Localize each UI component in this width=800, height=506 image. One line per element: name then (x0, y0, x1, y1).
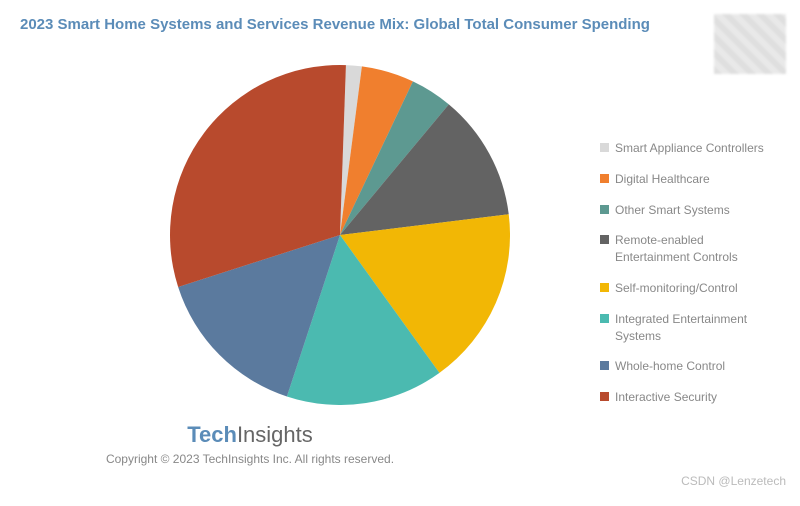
brand-tech: Tech (187, 422, 237, 447)
legend-item: Interactive Security (600, 389, 770, 406)
legend-label: Smart Appliance Controllers (615, 140, 764, 157)
brand-insights: Insights (237, 422, 313, 447)
copyright-text: Copyright © 2023 TechInsights Inc. All r… (0, 452, 500, 466)
legend-label: Remote-enabled Entertainment Controls (615, 232, 770, 266)
legend-item: Remote-enabled Entertainment Controls (600, 232, 770, 266)
legend-label: Other Smart Systems (615, 202, 730, 219)
legend-item: Integrated Entertainment Systems (600, 311, 770, 345)
watermark: CSDN @Lenzetech (681, 474, 786, 488)
legend-item: Other Smart Systems (600, 202, 770, 219)
legend: Smart Appliance Controllers Digital Healt… (600, 140, 770, 420)
brand-logo: TechInsights (0, 422, 500, 448)
legend-label: Whole-home Control (615, 358, 725, 375)
legend-label: Digital Healthcare (615, 171, 710, 188)
legend-marker (600, 174, 609, 183)
obscured-block (714, 14, 786, 74)
legend-label: Integrated Entertainment Systems (615, 311, 770, 345)
legend-marker (600, 143, 609, 152)
legend-label: Self-monitoring/Control (615, 280, 738, 297)
legend-item: Smart Appliance Controllers (600, 140, 770, 157)
legend-marker (600, 392, 609, 401)
footer: TechInsights Copyright © 2023 TechInsigh… (0, 422, 500, 466)
chart-title: 2023 Smart Home Systems and Services Rev… (0, 0, 800, 33)
legend-marker (600, 361, 609, 370)
legend-label: Interactive Security (615, 389, 717, 406)
legend-marker (600, 205, 609, 214)
legend-item: Self-monitoring/Control (600, 280, 770, 297)
pie-chart (170, 65, 510, 405)
legend-marker (600, 283, 609, 292)
legend-item: Digital Healthcare (600, 171, 770, 188)
legend-item: Whole-home Control (600, 358, 770, 375)
legend-marker (600, 235, 609, 244)
legend-marker (600, 314, 609, 323)
